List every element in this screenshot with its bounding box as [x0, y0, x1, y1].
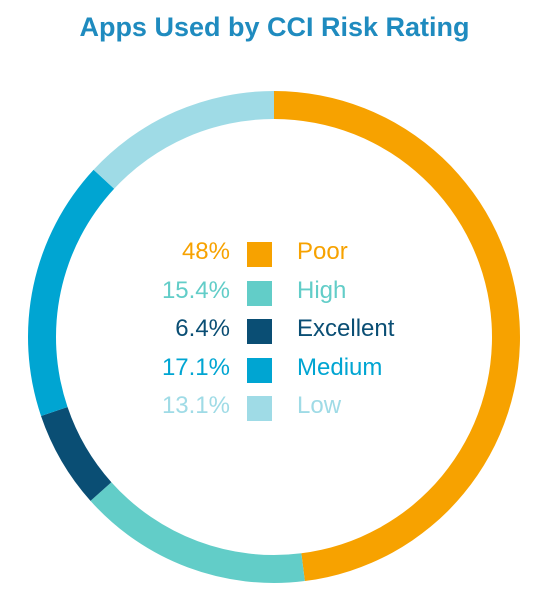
donut-slice-medium	[28, 169, 115, 416]
legend-value-high: 15.4%	[161, 276, 230, 304]
legend-label-high: High	[297, 276, 347, 304]
legend-label-poor: Poor	[297, 238, 348, 265]
donut-slice-high	[90, 482, 305, 583]
legend: 48% Poor 15.4% High 6.4% Excellent 17.1%…	[120, 238, 440, 431]
legend-item-poor: 48% Poor	[120, 238, 440, 277]
legend-swatch-excellent	[247, 319, 272, 344]
legend-value-poor: 48%	[181, 238, 230, 265]
legend-value-excellent: 6.4%	[175, 315, 230, 342]
legend-item-medium: 17.1% Medium	[120, 354, 440, 393]
legend-swatch-poor	[247, 242, 272, 267]
legend-swatch-high	[247, 280, 272, 306]
legend-swatch-low	[247, 396, 272, 421]
donut-slice-excellent	[41, 406, 112, 501]
legend-label-low: Low	[297, 392, 342, 419]
chart-title: Apps Used by CCI Risk Rating	[79, 12, 470, 42]
legend-item-excellent: 6.4% Excellent	[120, 315, 440, 354]
legend-label-excellent: Excellent	[297, 315, 395, 342]
legend-label-medium: Medium	[297, 353, 383, 381]
legend-value-medium: 17.1%	[161, 353, 230, 381]
legend-swatch-medium	[247, 357, 272, 383]
donut-slice-poor	[274, 91, 521, 582]
legend-value-low: 13.1%	[161, 392, 230, 419]
donut-slice-low	[93, 91, 274, 189]
legend-item-high: 15.4% High	[120, 277, 440, 316]
legend-item-low: 13.1% Low	[120, 392, 440, 431]
